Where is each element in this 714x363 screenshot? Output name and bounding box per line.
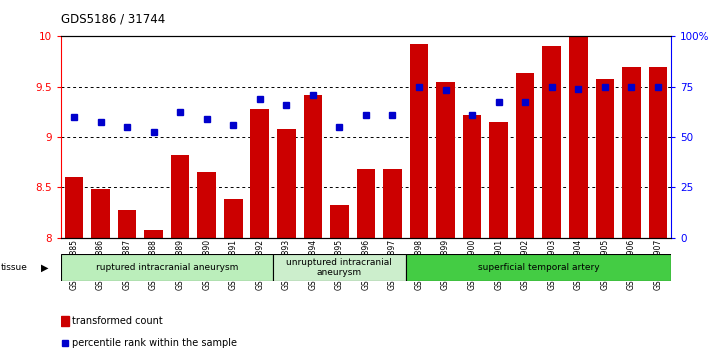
Text: GDS5186 / 31744: GDS5186 / 31744 xyxy=(61,13,165,26)
Bar xyxy=(91,189,110,238)
Text: superficial temporal artery: superficial temporal artery xyxy=(478,263,599,272)
Bar xyxy=(436,82,455,238)
Bar xyxy=(569,36,588,238)
Bar xyxy=(406,254,671,281)
Bar xyxy=(224,200,243,238)
Text: percentile rank within the sample: percentile rank within the sample xyxy=(72,338,237,347)
Text: unruptured intracranial
aneurysm: unruptured intracranial aneurysm xyxy=(286,258,392,277)
Bar xyxy=(648,66,667,238)
Bar xyxy=(543,46,561,238)
Bar xyxy=(595,79,614,238)
Text: transformed count: transformed count xyxy=(72,316,163,326)
Bar xyxy=(273,254,406,281)
Bar xyxy=(61,254,273,281)
Bar xyxy=(303,95,322,238)
Bar xyxy=(144,230,163,238)
Bar xyxy=(330,204,348,238)
Bar xyxy=(489,122,508,238)
Bar xyxy=(410,44,428,238)
Bar xyxy=(463,115,481,238)
Bar xyxy=(622,66,640,238)
Bar xyxy=(118,209,136,238)
Bar xyxy=(65,178,84,238)
Bar xyxy=(171,155,189,238)
Text: ruptured intracranial aneurysm: ruptured intracranial aneurysm xyxy=(96,263,238,272)
Bar xyxy=(356,169,376,238)
Text: tissue: tissue xyxy=(1,264,28,272)
Bar xyxy=(277,129,296,238)
Bar xyxy=(197,172,216,238)
Bar xyxy=(251,109,269,238)
Text: ▶: ▶ xyxy=(41,263,49,273)
Bar xyxy=(383,169,402,238)
Bar xyxy=(516,73,535,238)
Bar xyxy=(61,316,69,326)
